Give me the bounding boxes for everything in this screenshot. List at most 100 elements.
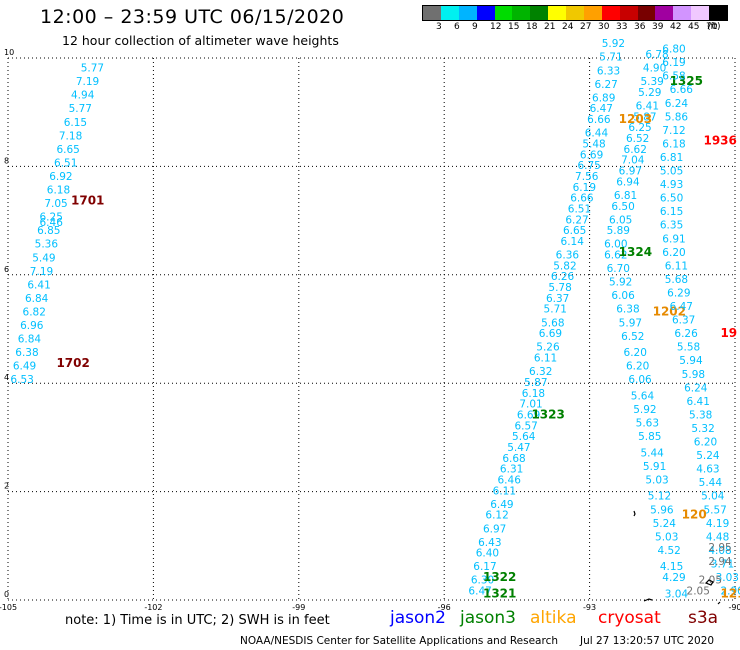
wave-height-value: 3.04 bbox=[665, 588, 689, 600]
wave-height-value: 6.24 bbox=[665, 98, 689, 110]
color-scale-tick: 42 bbox=[670, 22, 682, 32]
wave-height-value: 7.18 bbox=[59, 130, 82, 142]
track-west: 5.777.194.945.776.157.186.656.516.926.18… bbox=[10, 63, 104, 387]
y-tick-label: 10 bbox=[4, 48, 14, 57]
wave-height-value: 6.50 bbox=[611, 201, 634, 213]
wave-height-value: 4.19 bbox=[706, 518, 729, 530]
color-scale-bar bbox=[422, 5, 728, 21]
wave-height-value: 5.64 bbox=[512, 431, 536, 443]
wave-height-value: 6.32 bbox=[529, 366, 552, 378]
wave-height-value: 7.19 bbox=[30, 266, 53, 278]
wave-height-value: 5.38 bbox=[689, 409, 712, 421]
wave-height-value: 6.78 bbox=[645, 49, 668, 61]
wave-height-value: 6.41 bbox=[27, 279, 50, 291]
color-scale-tick: 24 bbox=[562, 22, 574, 32]
pass-time-label: 1202 bbox=[653, 304, 686, 318]
wave-height-value: 6.53 bbox=[10, 374, 33, 386]
wave-height-value: 6.11 bbox=[493, 485, 516, 497]
wave-height-value: 2.05 bbox=[687, 586, 710, 598]
wave-height-value: 6.20 bbox=[662, 247, 685, 259]
color-scale-tick: 70 bbox=[706, 22, 718, 32]
wave-height-value: 6.11 bbox=[534, 353, 557, 365]
wave-height-value: 3.71 bbox=[711, 558, 734, 570]
wave-height-value: 6.41 bbox=[687, 396, 710, 408]
wave-height-value: 6.97 bbox=[619, 166, 642, 178]
wave-height-value: 6.50 bbox=[660, 193, 683, 205]
wave-height-value: 6.06 bbox=[628, 374, 652, 386]
wave-height-value: 6.20 bbox=[624, 347, 647, 359]
wave-height-value: 6.31 bbox=[500, 464, 523, 476]
wave-height-value: 6.24 bbox=[684, 382, 708, 394]
pass-time-label: 1321 bbox=[483, 586, 516, 600]
wave-height-value: 5.58 bbox=[677, 342, 700, 354]
wave-height-value: 6.40 bbox=[476, 548, 499, 560]
wave-height-value: 5.29 bbox=[638, 87, 661, 99]
wave-height-value: 6.84 bbox=[18, 334, 42, 346]
wave-height-value: 4.90 bbox=[643, 63, 666, 75]
wave-height-value: 7.05 bbox=[44, 198, 67, 210]
color-swatch bbox=[512, 6, 531, 20]
wave-height-value: 4.15 bbox=[660, 561, 683, 573]
wave-height-value: 5.96 bbox=[650, 504, 674, 516]
track-center-west: 6.476.306.176.406.436.976.126.496.116.46… bbox=[468, 38, 625, 600]
x-tick-label: -99 bbox=[292, 603, 305, 612]
wave-height-value: 5.97 bbox=[619, 317, 642, 329]
wave-height-value: 2.95 bbox=[708, 542, 731, 554]
wave-height-value: 6.51 bbox=[54, 157, 77, 169]
track-coastal: 2.952.942.052.05 bbox=[687, 542, 733, 597]
wave-height-value: 6.84 bbox=[25, 293, 49, 305]
wave-height-value: 5.03 bbox=[645, 474, 668, 486]
wave-height-value: 5.24 bbox=[653, 518, 677, 530]
wave-height-value: 6.52 bbox=[626, 133, 649, 145]
wave-height-value: 6.75 bbox=[577, 160, 600, 172]
color-scale-tick: 9 bbox=[472, 22, 478, 32]
legend-item-jason2: jason2 bbox=[390, 608, 446, 628]
wave-height-value: 6.47 bbox=[468, 586, 491, 598]
track-east: 6.806.196.586.666.245.867.126.186.815.05… bbox=[660, 44, 740, 601]
wave-height-value: 6.49 bbox=[490, 499, 513, 511]
wave-height-value: 6.82 bbox=[23, 306, 46, 318]
wave-height-value: 4.63 bbox=[696, 464, 719, 476]
wave-height-value: 6.47 bbox=[590, 103, 613, 115]
x-tick-label: -93 bbox=[583, 603, 596, 612]
color-swatch bbox=[655, 6, 674, 20]
wave-height-value: 4.93 bbox=[660, 179, 683, 191]
color-scale-tick: 39 bbox=[652, 22, 664, 32]
wave-height-value: 5.98 bbox=[682, 369, 705, 381]
map-subtitle: 12 hour collection of altimeter wave hei… bbox=[62, 33, 339, 48]
wave-height-value: 6.25 bbox=[40, 212, 63, 224]
wave-height-value: 5.85 bbox=[638, 431, 661, 443]
wave-height-value: 5.49 bbox=[32, 252, 55, 264]
wave-height-value: 6.81 bbox=[614, 190, 637, 202]
color-scale-tick: 3 bbox=[436, 22, 442, 32]
wave-height-value: 7.12 bbox=[662, 125, 685, 137]
wave-height-value: 6.46 bbox=[40, 217, 64, 229]
wave-height-value: 5.77 bbox=[81, 63, 104, 75]
wave-height-value: 6.94 bbox=[616, 176, 640, 188]
wave-height-value: 6.26 bbox=[551, 271, 575, 283]
wave-height-value: 5.24 bbox=[696, 450, 720, 462]
color-scale-tick: 33 bbox=[616, 22, 628, 32]
wave-height-value: 6.57 bbox=[514, 420, 537, 432]
wave-height-value: 6.14 bbox=[561, 236, 585, 248]
pass-time-label: 1322 bbox=[483, 570, 516, 584]
wave-height-value: 6.41 bbox=[636, 100, 659, 112]
wave-height-value: 6.18 bbox=[47, 185, 70, 197]
wave-height-value: 5.47 bbox=[507, 442, 530, 454]
y-tick-label: 4 bbox=[4, 373, 9, 382]
legend-item-altika: altika bbox=[530, 608, 577, 628]
wave-height-value: 6.37 bbox=[672, 315, 695, 327]
wave-height-value: 5.64 bbox=[631, 390, 655, 402]
x-tick-label: -102 bbox=[144, 603, 162, 612]
wave-height-value: 6.68 bbox=[502, 453, 525, 465]
color-swatch bbox=[440, 6, 459, 20]
y-tick-label: 6 bbox=[4, 265, 9, 274]
wave-height-value: 5.44 bbox=[699, 477, 723, 489]
wave-height-value: 6.46 bbox=[498, 474, 522, 486]
wave-height-value: 6.20 bbox=[626, 361, 649, 373]
legend-item-s3a: s3a bbox=[688, 608, 719, 628]
color-swatch bbox=[637, 6, 656, 20]
x-tick-label: -90 bbox=[728, 603, 740, 612]
wave-height-value: 5.78 bbox=[548, 282, 571, 294]
